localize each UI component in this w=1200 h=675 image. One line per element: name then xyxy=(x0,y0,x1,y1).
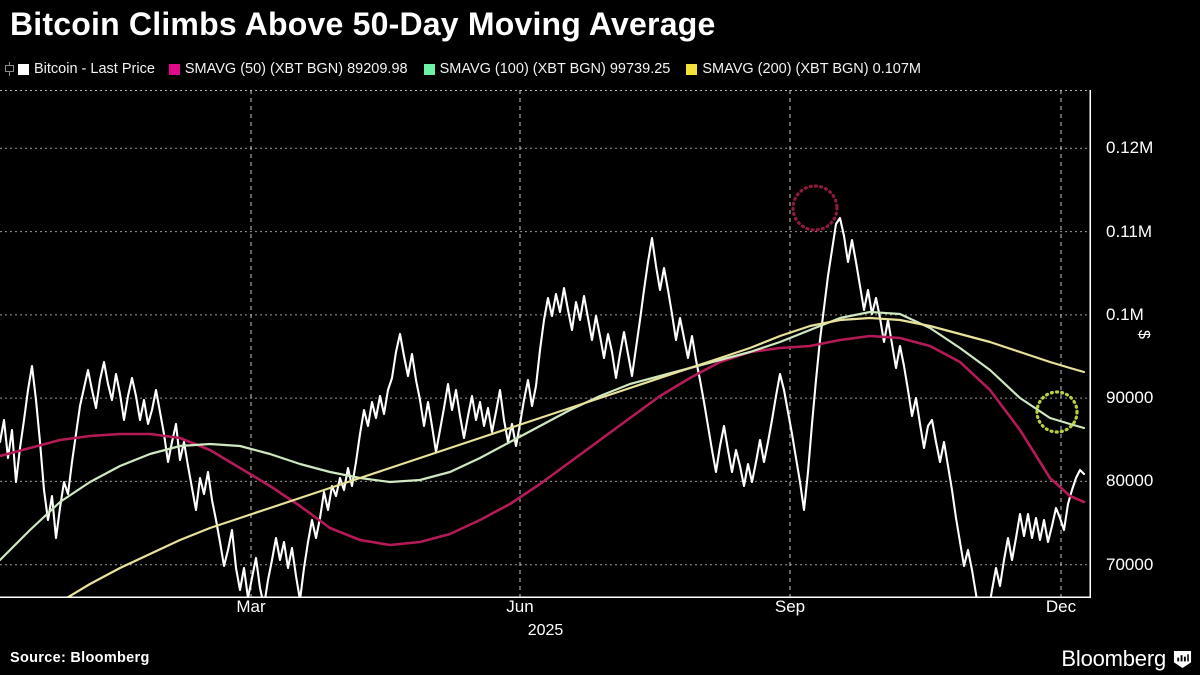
brand-text: Bloomberg xyxy=(1061,646,1166,671)
legend-label-smavg-200: SMAVG (200) (XBT BGN) 0.107M xyxy=(702,61,921,77)
y-axis-tick-label: 0.11M xyxy=(1106,221,1152,241)
x-axis-caption: 2025 xyxy=(527,622,564,639)
legend-swatch-smavg-50 xyxy=(168,63,180,75)
series-line-0 xyxy=(0,216,1086,598)
legend-item-smavg-200[interactable]: SMAVG (200) (XBT BGN) 0.107M xyxy=(686,58,921,80)
y-axis-tick-label: 0.1M xyxy=(1106,304,1144,324)
x-axis-tick-label: Jun xyxy=(506,597,534,616)
y-axis-tick-label: 0.12M xyxy=(1106,138,1154,158)
page-title: Bitcoin Climbs Above 50-Day Moving Avera… xyxy=(10,6,716,42)
legend-item-bitcoin[interactable]: Bitcoin - Last Price xyxy=(4,58,155,80)
legend-item-smavg-50[interactable]: SMAVG (50) (XBT BGN) 89209.98 xyxy=(168,58,408,80)
y-axis-tick-label: 70000 xyxy=(1106,554,1154,574)
legend-item-smavg-100[interactable]: SMAVG (100) (XBT BGN) 99739.25 xyxy=(423,58,671,80)
legend-label-bitcoin: Bitcoin - Last Price xyxy=(34,61,155,77)
source-label: Source: Bloomberg xyxy=(10,650,150,666)
bloomberg-brand: Bloomberg xyxy=(1061,646,1192,672)
x-axis-tick-label: Mar xyxy=(236,597,266,616)
candlestick-icon xyxy=(4,62,15,76)
y-axis-tick-label: 90000 xyxy=(1106,388,1154,408)
chart-plot-area xyxy=(0,90,1091,598)
x-axis-tick-label: Sep xyxy=(774,597,806,616)
chart-svg xyxy=(0,90,1091,598)
legend-label-smavg-50: SMAVG (50) (XBT BGN) 89209.98 xyxy=(184,61,408,77)
legend-label-smavg-100: SMAVG (100) (XBT BGN) 99739.25 xyxy=(439,61,671,77)
legend-swatch-smavg-200 xyxy=(686,63,698,75)
series-line-3 xyxy=(64,316,1086,598)
bloomberg-logo-icon xyxy=(1173,650,1192,668)
legend-swatch-bitcoin xyxy=(18,63,29,75)
x-axis-tick-label: Dec xyxy=(1045,597,1077,616)
series-line-1 xyxy=(0,334,1086,547)
y-axis-caption: $ xyxy=(1135,330,1152,339)
y-axis-tick-label: 80000 xyxy=(1106,471,1154,491)
chart-legend: Bitcoin - Last Price SMAVG (50) (XBT BGN… xyxy=(4,58,937,80)
legend-swatch-smavg-100 xyxy=(423,63,435,75)
green-dotted-circle xyxy=(1035,390,1079,434)
red-dotted-circle xyxy=(791,184,839,232)
